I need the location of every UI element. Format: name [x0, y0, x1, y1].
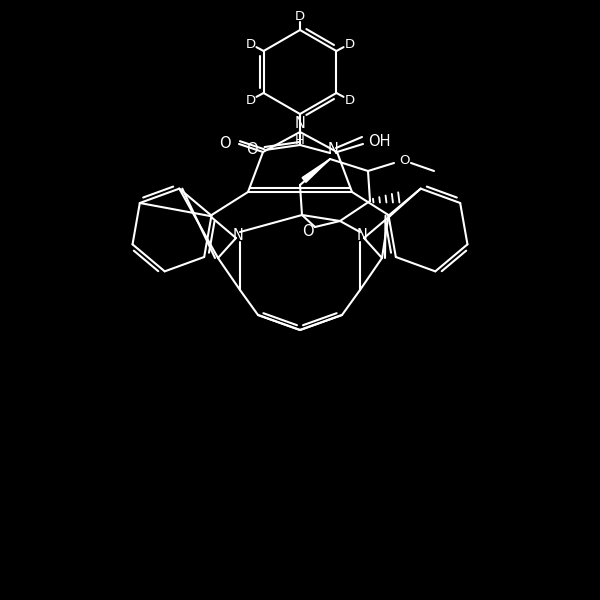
Text: D: D [245, 94, 256, 107]
Text: D: D [245, 37, 256, 50]
Polygon shape [302, 159, 330, 182]
Text: N: N [295, 116, 305, 131]
Text: O: O [302, 224, 314, 239]
Text: N: N [356, 227, 367, 242]
Text: D: D [344, 37, 355, 50]
Text: H: H [295, 133, 305, 146]
Text: OH: OH [368, 134, 390, 149]
Text: O: O [219, 136, 231, 151]
Text: D: D [295, 10, 305, 22]
Text: D: D [344, 94, 355, 107]
Text: N: N [328, 142, 338, 157]
Text: N: N [233, 227, 244, 242]
Text: O: O [246, 142, 258, 157]
Text: O: O [399, 154, 409, 167]
